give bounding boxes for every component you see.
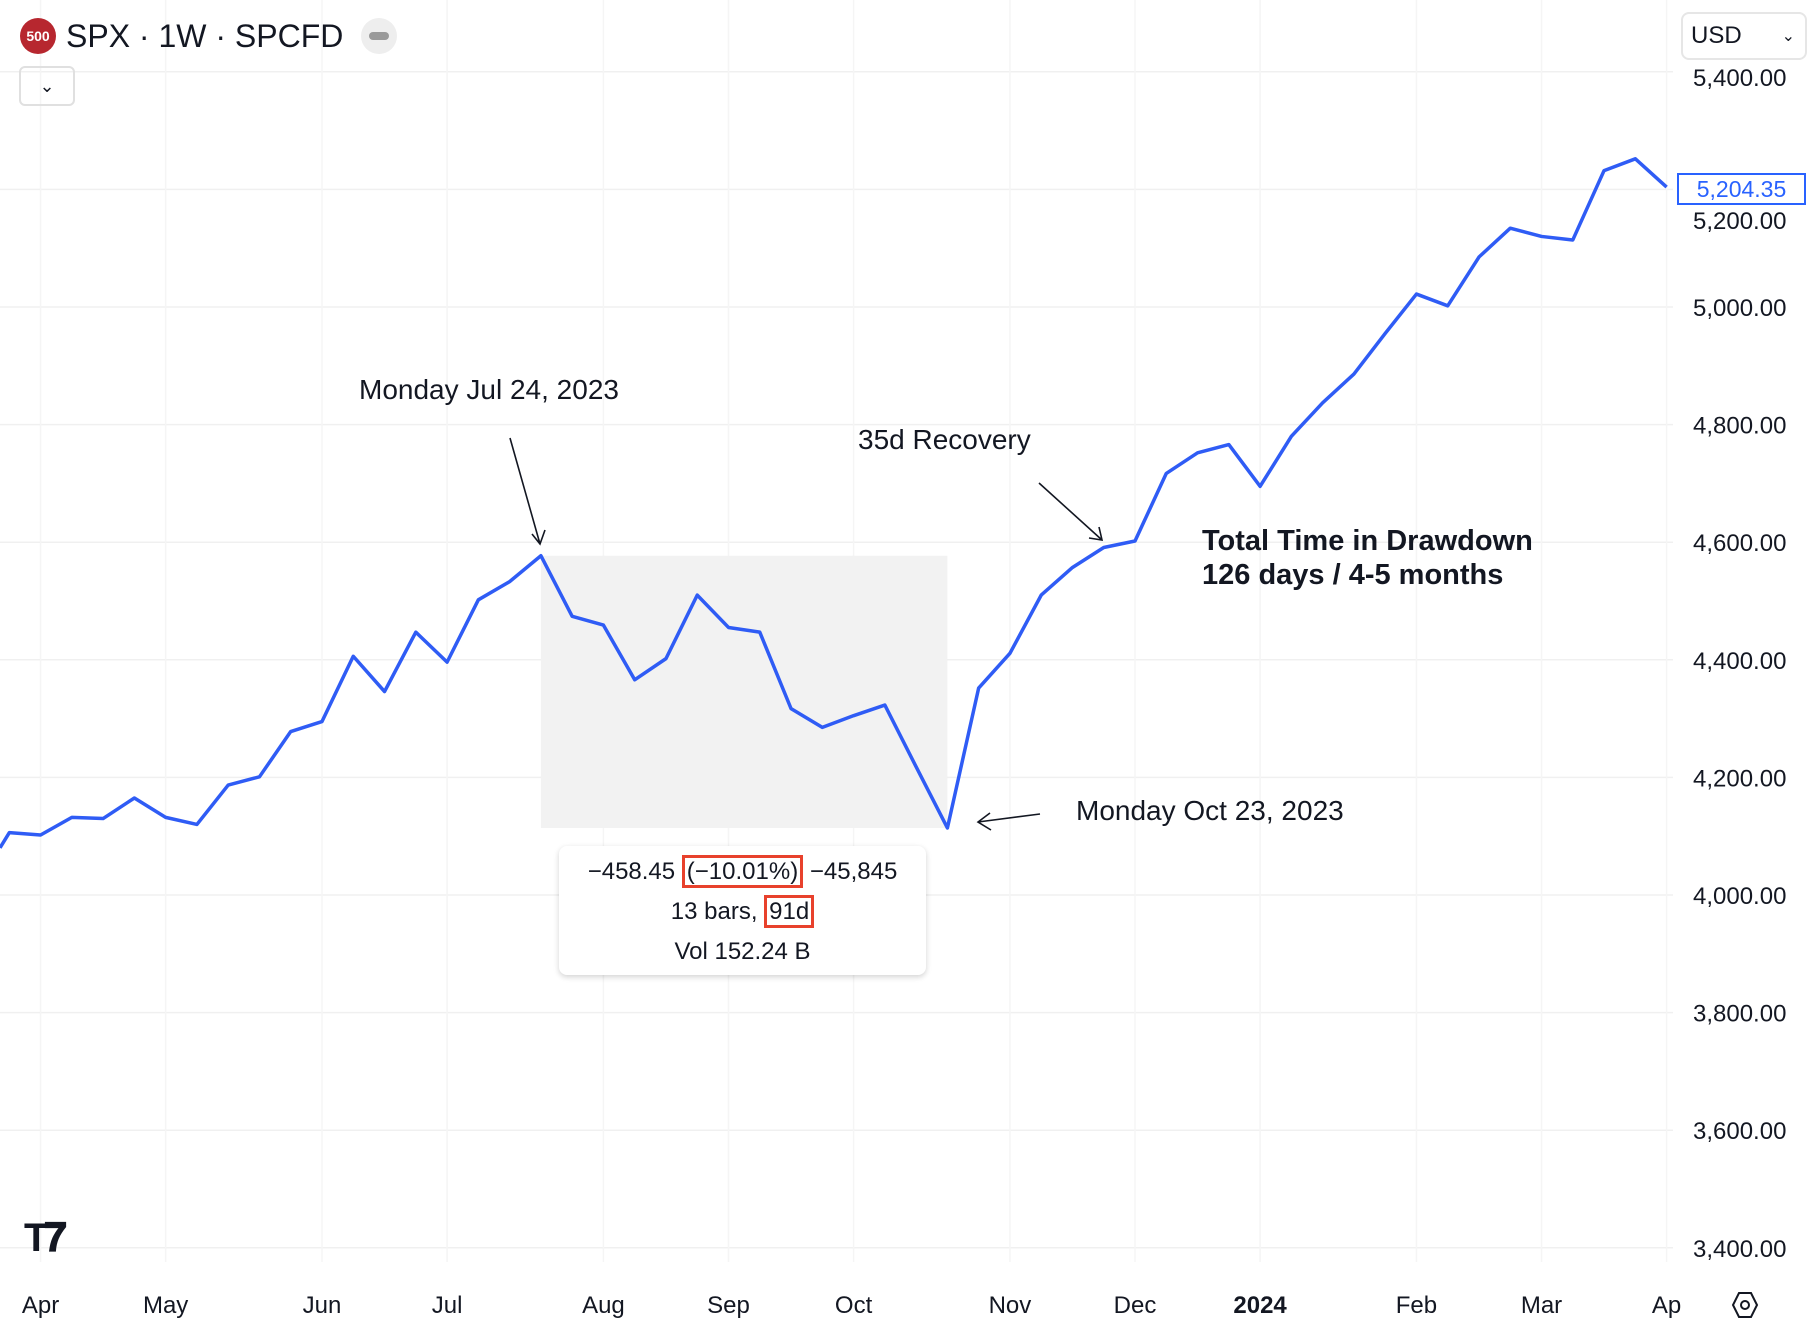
y-tick-label: 3,600.00 <box>1693 1118 1786 1145</box>
x-tick-label: Sep <box>707 1292 750 1319</box>
x-tick-label: May <box>143 1292 188 1319</box>
recovery-annotation: 35d Recovery <box>858 424 1031 455</box>
x-tick-label: Apr <box>22 1292 59 1319</box>
spx-logo: 500 <box>20 18 56 54</box>
x-tick-label: Dec <box>1114 1292 1157 1319</box>
y-tick-label: 4,400.00 <box>1693 648 1786 675</box>
currency-label: USD <box>1691 22 1742 49</box>
x-axis: Apr May Jun Jul Aug Sep Oct Nov Dec 2024 Feb Mar Ap <box>22 1292 1681 1319</box>
day-count: 91d <box>764 895 815 928</box>
symbol-title[interactable]: SPX · 1W · SPCFD <box>66 17 344 54</box>
chevron-down-icon: ⌄ <box>39 75 55 96</box>
drawdown-title: Total Time in Drawdown <box>1202 525 1533 557</box>
y-tick-label: 5,400.00 <box>1693 65 1786 92</box>
y-axis: 5,400.00 5,200.00 5,000.00 4,800.00 4,600.00… <box>1693 65 1786 1263</box>
drawdown-detail: 126 days / 4-5 months <box>1202 559 1504 591</box>
symbol-header: 500 SPX · 1W · SPCFD <box>20 14 398 58</box>
settings-icon[interactable] <box>1730 1290 1760 1320</box>
currency-select[interactable]: USD ⌄ <box>1681 12 1807 60</box>
collapse-legend-button[interactable]: ⌄ <box>19 66 75 106</box>
tick-change: −45,845 <box>809 858 898 885</box>
y-tick-label: 5,200.00 <box>1693 208 1786 235</box>
trough-annotation: Monday Oct 23, 2023 <box>1076 795 1344 826</box>
y-tick-label: 5,000.00 <box>1693 295 1786 322</box>
bar-count: 13 bars, <box>670 898 758 925</box>
drawdown-range-shade <box>540 555 948 828</box>
tradingview-logo[interactable]: T𝟕 <box>24 1216 67 1260</box>
price-line <box>0 157 1668 849</box>
annotation-arrows <box>509 437 1104 831</box>
x-tick-label: Jun <box>303 1292 342 1319</box>
x-tick-label: Jul <box>432 1292 463 1319</box>
y-tick-label: 4,800.00 <box>1693 413 1786 440</box>
y-tick-label: 4,600.00 <box>1693 530 1786 557</box>
x-tick-label: Ap <box>1652 1292 1681 1319</box>
x-tick-label: Feb <box>1396 1292 1437 1319</box>
y-tick-label: 3,400.00 <box>1693 1236 1786 1263</box>
last-price-label: 5,204.35 <box>1677 173 1806 205</box>
y-tick-label: 4,200.00 <box>1693 765 1786 792</box>
x-tick-label: Oct <box>835 1292 873 1319</box>
recovery-arrow <box>1038 482 1104 541</box>
measure-tooltip: −458.45 (−10.01%) −45,845 13 bars, 91d V… <box>559 846 926 975</box>
percent-change: (−10.01%) <box>681 855 804 888</box>
volume: Vol 152.24 B <box>674 938 811 965</box>
y-tick-label: 3,800.00 <box>1693 1001 1786 1028</box>
x-tick-label: Mar <box>1521 1292 1562 1319</box>
market-status-icon[interactable] <box>361 18 398 54</box>
peak-arrow <box>509 437 546 546</box>
chevron-down-icon: ⌄ <box>1781 28 1795 45</box>
price-change: −458.45 <box>587 858 676 885</box>
x-tick-label: Nov <box>989 1292 1032 1319</box>
y-tick-label: 4,000.00 <box>1693 883 1786 910</box>
peak-annotation: Monday Jul 24, 2023 <box>359 374 619 405</box>
trough-arrow <box>976 812 1041 831</box>
x-tick-label: Aug <box>582 1292 625 1319</box>
x-tick-label: 2024 <box>1233 1292 1287 1319</box>
